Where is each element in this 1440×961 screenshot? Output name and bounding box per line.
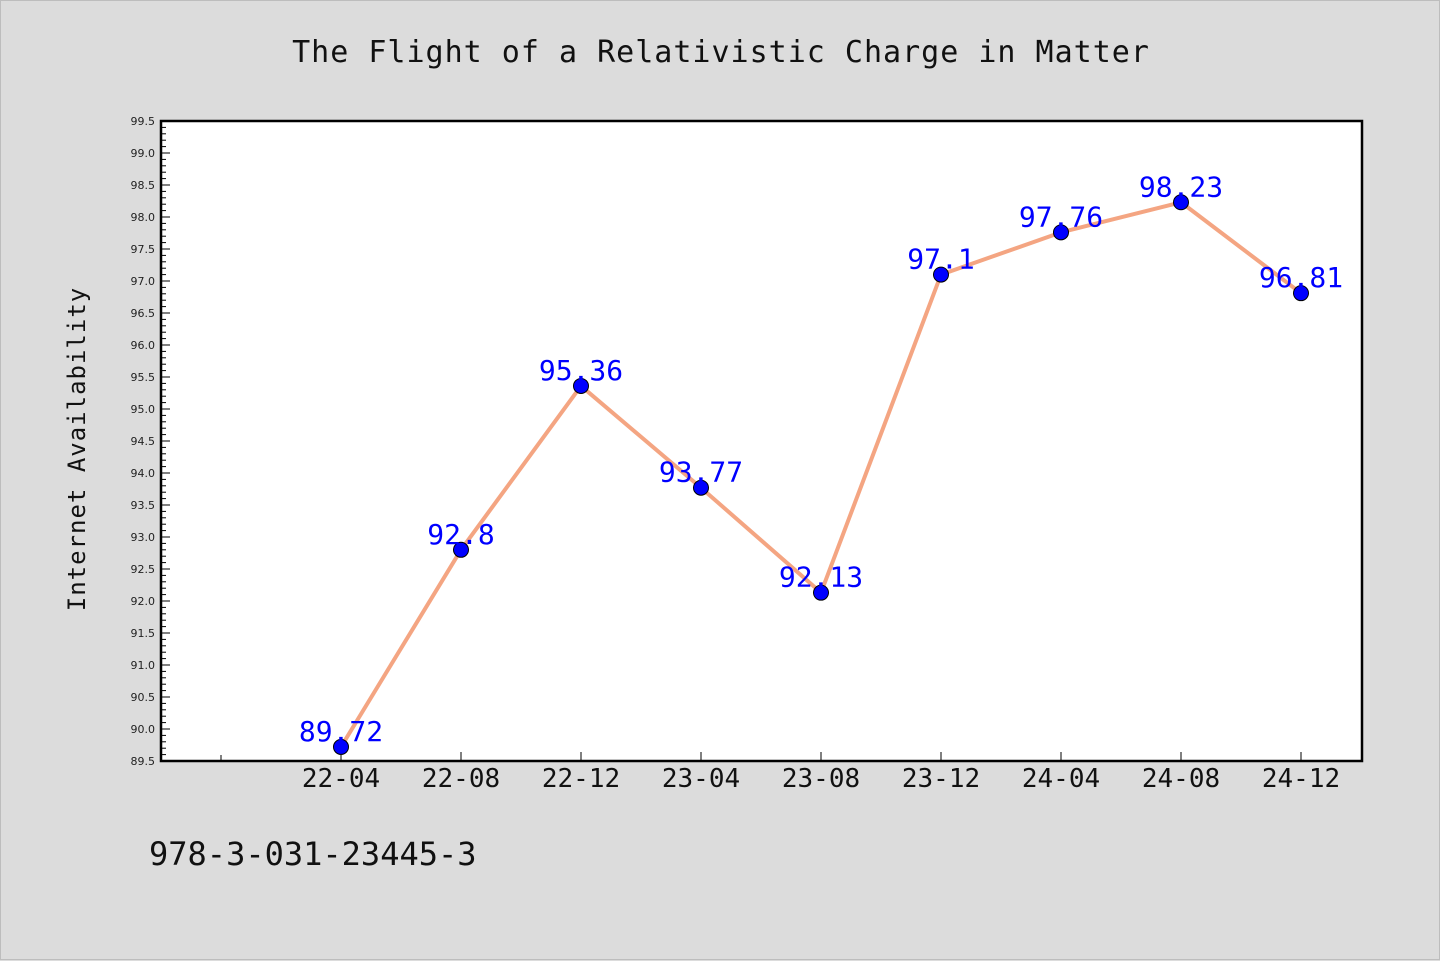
x-tick-label: 22-04 bbox=[302, 764, 380, 794]
y-tick-label: 91.0 bbox=[131, 659, 156, 672]
data-point bbox=[1053, 224, 1069, 241]
x-tick-label: 22-12 bbox=[542, 764, 620, 794]
plot-area bbox=[159, 119, 1364, 763]
y-tick-label: 92.0 bbox=[131, 595, 156, 608]
y-tick-label: 95.0 bbox=[131, 403, 156, 416]
y-tick-label: 98.5 bbox=[131, 179, 156, 192]
y-tick-label: 99.0 bbox=[131, 147, 156, 160]
data-label: 98.23 bbox=[1139, 170, 1223, 203]
y-tick-label: 89.5 bbox=[131, 755, 156, 768]
data-label: 92.8 bbox=[427, 518, 494, 551]
data-label: 93.77 bbox=[659, 456, 743, 489]
data-point bbox=[333, 738, 349, 755]
y-tick-label: 98.0 bbox=[131, 211, 156, 224]
data-label: 89.72 bbox=[299, 715, 383, 748]
y-tick-label: 94.0 bbox=[131, 467, 156, 480]
x-tick-label: 24-08 bbox=[1142, 764, 1220, 794]
data-label-group: 89.72 92.8 95.36 93.77 92.13 97.1 97.76 98.23 96… bbox=[299, 170, 1343, 748]
data-label: 97.76 bbox=[1019, 200, 1103, 233]
marker-group bbox=[333, 194, 1309, 755]
x-tick-label: 23-04 bbox=[662, 764, 740, 794]
chart-title: The Flight of a Relativistic Charge in M… bbox=[292, 35, 1150, 70]
data-label: 95.36 bbox=[539, 354, 623, 387]
y-tick-label: 90.5 bbox=[131, 691, 156, 704]
x-tick-label: 24-12 bbox=[1262, 764, 1340, 794]
data-point bbox=[1173, 194, 1189, 211]
y-tick-label: 90.0 bbox=[131, 723, 156, 736]
y-tick-label: 97.0 bbox=[131, 275, 156, 288]
y-tick-label: 95.5 bbox=[131, 371, 156, 384]
y-tick-label: 93.5 bbox=[131, 499, 156, 512]
y-tick-label: 96.0 bbox=[131, 339, 156, 352]
data-label: 92.13 bbox=[779, 561, 863, 594]
x-tick-label: 24-04 bbox=[1022, 764, 1100, 794]
data-label: 97.1 bbox=[907, 243, 974, 276]
x-axis: 22-04 22-08 22-12 23-04 23-08 23-12 24-04 24-08… bbox=[220, 752, 1340, 794]
y-tick-label: 94.5 bbox=[131, 435, 156, 448]
y-tick-label: 91.5 bbox=[131, 627, 156, 640]
x-tick-label: 22-08 bbox=[422, 764, 500, 794]
data-point bbox=[813, 584, 829, 601]
x-tick-label: 23-12 bbox=[902, 764, 980, 794]
data-point bbox=[573, 377, 589, 394]
y-tick-label: 99.5 bbox=[131, 115, 156, 128]
data-label: 96.81 bbox=[1259, 261, 1343, 294]
y-tick-label: 97.5 bbox=[131, 243, 156, 256]
y-axis-label: Internet Availability bbox=[63, 286, 91, 612]
y-tick-label: 96.5 bbox=[131, 307, 156, 320]
x-tick-label: 23-08 bbox=[782, 764, 860, 794]
y-tick-label: 92.5 bbox=[131, 563, 156, 576]
y-tick-label: 93.0 bbox=[131, 531, 156, 544]
y-axis: 89.5 90.0 90.5 91.0 91.5 92.0 92.5 93.0 93.5 94.0… bbox=[131, 115, 170, 768]
data-point bbox=[693, 479, 709, 496]
footer-code: 978-3-031-23445-3 bbox=[149, 835, 477, 873]
data-point bbox=[933, 266, 949, 283]
data-point bbox=[1293, 285, 1309, 302]
data-point bbox=[453, 541, 469, 558]
